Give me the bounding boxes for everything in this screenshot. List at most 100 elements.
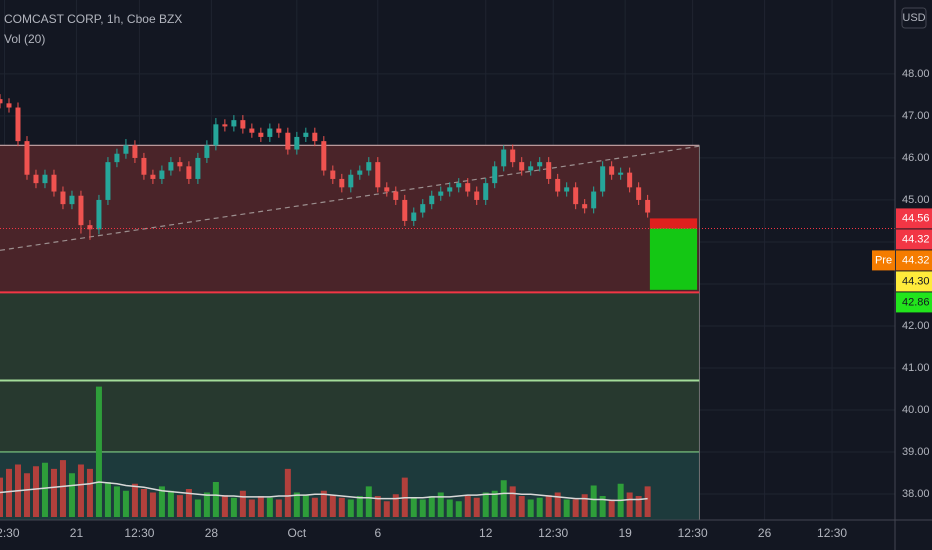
candle-body — [366, 162, 372, 171]
volume-bar — [284, 468, 291, 517]
candle-body — [240, 120, 246, 129]
price-tag — [896, 250, 932, 271]
price-tag-label: 44.30 — [902, 275, 930, 287]
candle-body — [492, 166, 498, 184]
candle-body — [258, 132, 264, 137]
candle-body — [141, 157, 147, 175]
candle-body — [546, 162, 552, 179]
volume-bar — [176, 495, 183, 517]
candle-body — [51, 174, 57, 192]
candle-body — [618, 172, 624, 175]
volume-bar — [518, 496, 525, 517]
volume-bar — [554, 492, 561, 517]
candle-body — [123, 145, 129, 154]
volume-bar — [32, 466, 39, 517]
zone — [0, 292, 700, 452]
candle-body — [42, 174, 48, 184]
volume-bar — [113, 486, 120, 517]
indicator-label: Vol (20) — [4, 32, 45, 46]
volume-bar — [194, 499, 201, 517]
volume-bar — [149, 492, 156, 517]
candle-body — [24, 141, 30, 175]
candle-body — [537, 162, 543, 167]
candle-body — [168, 162, 174, 171]
x-tick-label: 12:30 — [678, 526, 708, 540]
candle-body — [87, 225, 93, 230]
zone — [0, 145, 700, 293]
candle-body — [474, 191, 480, 200]
candle-body — [330, 170, 336, 179]
volume-bar — [230, 497, 237, 517]
candle-body — [204, 145, 210, 158]
trend-line — [0, 145, 700, 251]
volume-bar — [590, 485, 597, 517]
candle-body — [69, 195, 75, 205]
candle-body — [267, 128, 273, 137]
candle-body — [564, 187, 570, 192]
volume-bar — [212, 482, 219, 517]
currency: USD — [902, 12, 925, 24]
candle-body — [420, 204, 426, 213]
volume-bar — [635, 496, 642, 517]
y-tick-label: 48.00 — [902, 68, 930, 80]
y-tick-label: 40.00 — [902, 404, 930, 416]
candle-body — [15, 107, 21, 142]
candle-body — [294, 136, 300, 150]
volume-bar — [122, 490, 129, 517]
x-tick-label: 21 — [70, 526, 84, 540]
price-tag — [896, 229, 932, 250]
volume-bar — [275, 499, 282, 517]
x-tick-label: 12:30 — [538, 526, 568, 540]
volume-bar — [41, 462, 48, 517]
candle-body — [159, 170, 165, 179]
candle-body — [114, 153, 120, 163]
axes: 38.0039.0040.0041.0042.0043.0044.0045.00… — [0, 68, 932, 540]
volume-bar — [68, 473, 75, 517]
candle-body — [465, 183, 471, 192]
volume-bar — [437, 492, 444, 517]
price-tag-label: 42.86 — [902, 296, 930, 308]
candle-body — [33, 174, 39, 184]
candle-body — [501, 149, 507, 167]
volume-bar — [572, 499, 579, 517]
currency-box[interactable] — [901, 7, 927, 29]
candle-body — [645, 199, 651, 213]
x-tick-label: 26 — [758, 526, 772, 540]
candle-body — [96, 199, 102, 230]
candle-body — [222, 124, 228, 127]
volume-bar — [266, 497, 273, 517]
candle-body — [78, 195, 84, 226]
volume-bar — [131, 483, 138, 517]
position-target — [649, 228, 698, 290]
candle-body — [591, 191, 597, 209]
volume-bar — [464, 496, 471, 517]
volume-bar — [608, 499, 615, 517]
x-tick-label: 12:30 — [817, 526, 847, 540]
candle-body — [60, 191, 66, 205]
y-tick-label: 46.00 — [902, 152, 930, 164]
price-tag-label: 44.56 — [902, 212, 930, 224]
volume-bar — [0, 477, 3, 517]
volume-bar — [581, 494, 588, 517]
candle-body — [528, 166, 534, 171]
candle-body — [429, 195, 435, 205]
volume-bar — [167, 490, 174, 517]
candle-body — [195, 157, 201, 179]
y-tick-label: 45.00 — [902, 194, 930, 206]
volume-bar — [500, 480, 507, 517]
candle-body — [0, 99, 3, 104]
volume-bar — [347, 499, 354, 517]
volume-bar — [419, 499, 426, 517]
candle-body — [393, 191, 399, 200]
volume-bar — [599, 496, 606, 517]
volume-bar — [536, 497, 543, 517]
volume-bar — [365, 486, 372, 517]
volume-bar — [221, 495, 228, 517]
candle-body — [213, 124, 219, 146]
volume-bar — [383, 501, 390, 517]
volume-bar — [446, 499, 453, 517]
volume-bar — [50, 468, 57, 517]
y-tick-label: 38.00 — [902, 488, 930, 500]
candle-body — [348, 174, 354, 188]
volume-bar — [5, 468, 12, 517]
